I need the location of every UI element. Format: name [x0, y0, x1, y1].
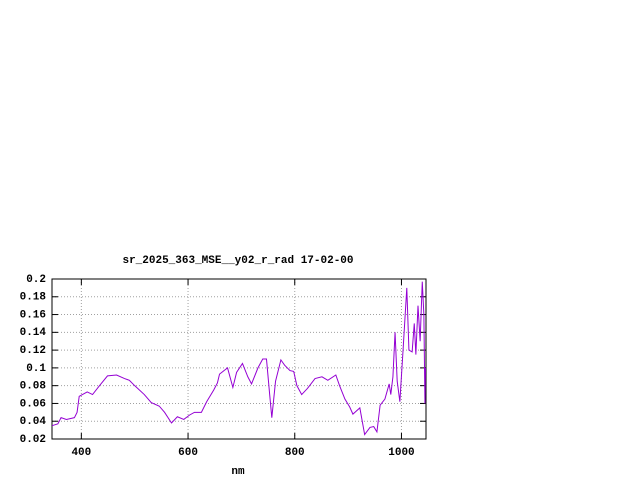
y-tick-label: 0.1	[26, 363, 46, 375]
plot-frame	[51, 278, 427, 440]
y-tick-label: 0.08	[20, 381, 47, 393]
y-tick-label: 0.02	[20, 434, 46, 446]
y-tick-label: 0.04	[20, 416, 47, 428]
chart-title: sr_2025_363_MSE__y02_r_rad 17-02-00	[122, 255, 353, 267]
x-tick-label: 400	[71, 447, 91, 459]
y-tick-label: 0.12	[20, 345, 46, 357]
data-line	[51, 281, 426, 436]
y-tick-label: 0.14	[20, 327, 47, 339]
y-tick-label: 0.2	[26, 274, 46, 286]
x-tick-label: 800	[285, 447, 305, 459]
y-tick-label: 0.06	[20, 398, 46, 410]
x-axis-label: nm	[231, 466, 245, 478]
x-tick-label: 600	[178, 447, 198, 459]
x-tick-label: 1000	[388, 447, 414, 459]
y-tick-label: 0.16	[20, 309, 46, 321]
y-tick-label: 0.18	[20, 292, 47, 304]
